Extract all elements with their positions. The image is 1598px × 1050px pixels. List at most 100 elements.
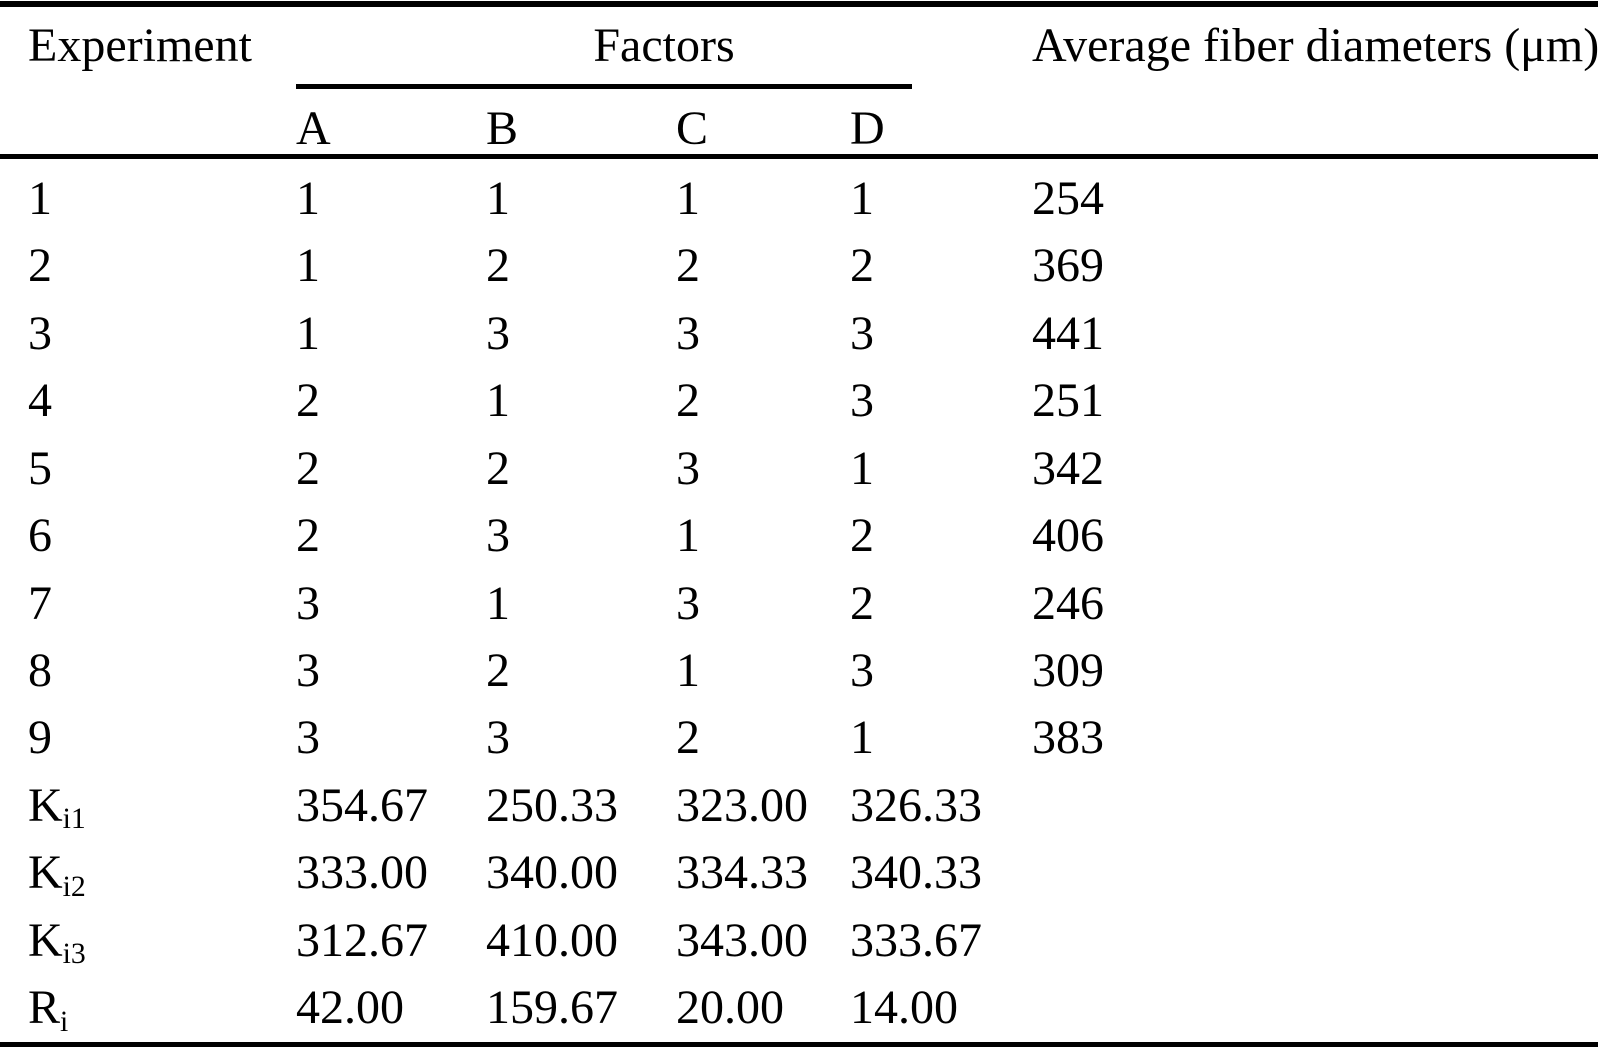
summary-label-base: K — [28, 913, 63, 967]
k-value-c: 323.00 — [676, 778, 808, 832]
factor-b-level: 2 — [486, 239, 510, 293]
factor-a-level: 1 — [296, 306, 320, 360]
table-row: 7 3 1 3 2 246 — [0, 570, 1598, 637]
r-value-c: 20.00 — [676, 981, 784, 1035]
factor-d-level: 2 — [850, 576, 874, 630]
factor-d-level: 3 — [850, 644, 874, 698]
table-bottom-border — [0, 1042, 1598, 1047]
summary-label-subscript: i3 — [62, 937, 86, 971]
factor-c-level: 2 — [676, 239, 700, 293]
k-value-b: 410.00 — [486, 913, 618, 967]
factor-c-level: 3 — [676, 576, 700, 630]
factor-c-level: 1 — [676, 644, 700, 698]
factor-a-level: 1 — [296, 239, 320, 293]
factor-d-level: 1 — [850, 711, 874, 765]
summary-row-label: Ki3 — [28, 913, 296, 968]
avg-diameter-value: 251 — [1032, 374, 1104, 428]
factor-column-header-b: B — [486, 101, 519, 155]
avg-diameter-value: 369 — [1032, 239, 1104, 293]
k-value-a: 333.00 — [296, 846, 428, 900]
k-value-b: 250.33 — [486, 778, 618, 832]
table-row-summary-ki1: Ki1 354.67 250.33 323.00 326.33 — [0, 772, 1598, 839]
factor-d-level: 2 — [850, 509, 874, 563]
table-row-summary-ri: Ri 42.00 159.67 20.00 14.00 — [0, 975, 1598, 1042]
k-value-d: 340.33 — [850, 846, 982, 900]
factor-b-level: 1 — [486, 374, 510, 428]
table-header-row-factors: A B C D — [0, 89, 1598, 154]
table-top-border — [0, 1, 1598, 7]
summary-row-label: Ki2 — [28, 846, 296, 901]
header-separator-border — [0, 154, 1598, 159]
factor-c-level: 3 — [676, 306, 700, 360]
factors-group-underline — [296, 84, 912, 89]
factor-d-level: 3 — [850, 306, 874, 360]
summary-row-label: Ki1 — [28, 778, 296, 833]
r-value-a: 42.00 — [296, 981, 404, 1035]
factor-c-level: 2 — [676, 711, 700, 765]
experiment-column-header: Experiment — [28, 18, 252, 72]
table-row: 5 2 2 3 1 342 — [0, 435, 1598, 502]
factor-b-level: 1 — [486, 171, 510, 225]
summary-label-subscript: i — [60, 1004, 69, 1038]
average-fiber-diameters-header: Average fiber diameters (μm) — [1032, 18, 1598, 72]
experiment-number: 6 — [28, 509, 52, 563]
factor-a-level: 2 — [296, 374, 320, 428]
table-row: 9 3 3 2 1 383 — [0, 705, 1598, 772]
factor-c-level: 1 — [676, 171, 700, 225]
table-row: 8 3 2 1 3 309 — [0, 637, 1598, 704]
summary-label-base: R — [28, 981, 61, 1035]
factor-a-level: 2 — [296, 509, 320, 563]
k-value-b: 340.00 — [486, 846, 618, 900]
avg-diameter-value: 254 — [1032, 171, 1104, 225]
factor-a-level: 1 — [296, 171, 320, 225]
r-value-d: 14.00 — [850, 981, 958, 1035]
table-row-summary-ki2: Ki2 333.00 340.00 334.33 340.33 — [0, 840, 1598, 907]
factor-d-level: 1 — [850, 171, 874, 225]
factor-c-level: 2 — [676, 374, 700, 428]
factor-b-level: 1 — [486, 576, 510, 630]
k-value-a: 354.67 — [296, 778, 428, 832]
table-header-row-groups: Experiment Factors Average fiber diamete… — [0, 7, 1598, 84]
experiment-number: 7 — [28, 576, 52, 630]
experiment-number: 5 — [28, 441, 52, 495]
factors-group-header: Factors — [593, 18, 735, 72]
table-row-summary-ki3: Ki3 312.67 410.00 343.00 333.67 — [0, 907, 1598, 974]
avg-diameter-value: 383 — [1032, 711, 1104, 765]
table-row: 4 2 1 2 3 251 — [0, 367, 1598, 434]
factor-b-level: 2 — [486, 441, 510, 495]
table-row: 3 1 3 3 3 441 — [0, 300, 1598, 367]
experiment-number: 8 — [28, 644, 52, 698]
table-row: 2 1 2 2 2 369 — [0, 232, 1598, 299]
summary-label-subscript: i1 — [62, 802, 86, 836]
summary-label-base: K — [28, 846, 63, 900]
experiment-number: 2 — [28, 239, 52, 293]
table-row: 6 2 3 1 2 406 — [0, 502, 1598, 569]
factor-b-level: 3 — [486, 306, 510, 360]
avg-diameter-value: 342 — [1032, 441, 1104, 495]
k-value-c: 343.00 — [676, 913, 808, 967]
factor-a-level: 2 — [296, 441, 320, 495]
avg-diameter-value: 246 — [1032, 576, 1104, 630]
factor-d-level: 2 — [850, 239, 874, 293]
summary-row-label: Ri — [28, 981, 296, 1036]
experiment-number: 3 — [28, 306, 52, 360]
summary-label-base: K — [28, 778, 63, 832]
k-value-d: 326.33 — [850, 778, 982, 832]
factor-a-level: 3 — [296, 644, 320, 698]
table-body: 1 1 1 1 1 254 2 1 2 2 2 369 3 1 3 3 3 44… — [0, 159, 1598, 1042]
factor-column-header-a: A — [296, 101, 331, 155]
k-value-a: 312.67 — [296, 913, 428, 967]
experiment-number: 1 — [28, 171, 52, 225]
factor-c-level: 3 — [676, 441, 700, 495]
factor-b-level: 3 — [486, 509, 510, 563]
factor-b-level: 2 — [486, 644, 510, 698]
experiment-number: 9 — [28, 711, 52, 765]
avg-diameter-value: 406 — [1032, 509, 1104, 563]
factor-a-level: 3 — [296, 711, 320, 765]
experiment-number: 4 — [28, 374, 52, 428]
r-value-b: 159.67 — [486, 981, 618, 1035]
factor-a-level: 3 — [296, 576, 320, 630]
factor-column-header-d: D — [850, 101, 885, 155]
table-row: 1 1 1 1 1 254 — [0, 165, 1598, 232]
